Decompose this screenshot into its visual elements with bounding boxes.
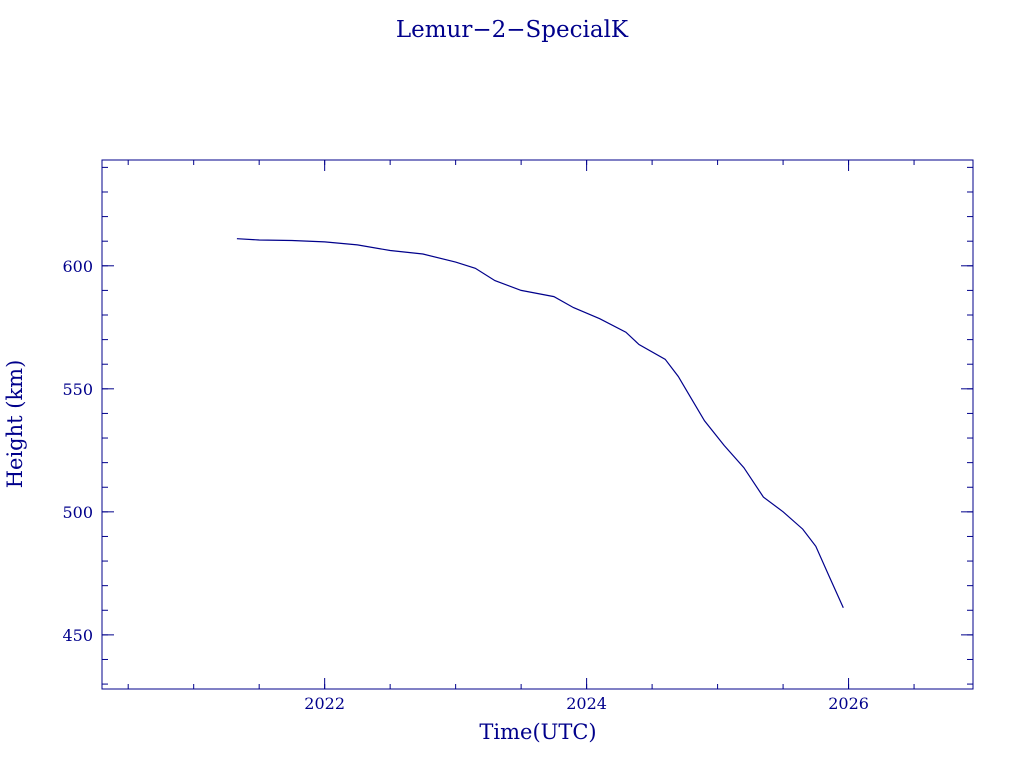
y-tick-label: 450 (62, 626, 93, 645)
y-tick-label: 500 (62, 503, 93, 522)
axis-tick-labels: 2022 2024 2026 450 500 550 600 (62, 257, 868, 713)
plot-frame (101, 159, 974, 690)
x-tick-label: 2022 (304, 694, 345, 713)
x-tick-label: 2024 (566, 694, 607, 713)
y-tick-label: 600 (62, 257, 93, 276)
axis-ticks (102, 160, 973, 689)
x-axis-label: Time(UTC) (479, 720, 596, 744)
chart-title: Lemur−2−SpecialK (396, 17, 629, 43)
x-tick-label: 2026 (828, 694, 869, 713)
height-series-line (236, 238, 844, 609)
y-axis-label: Height (km) (3, 360, 27, 489)
y-tick-label: 550 (62, 380, 93, 399)
